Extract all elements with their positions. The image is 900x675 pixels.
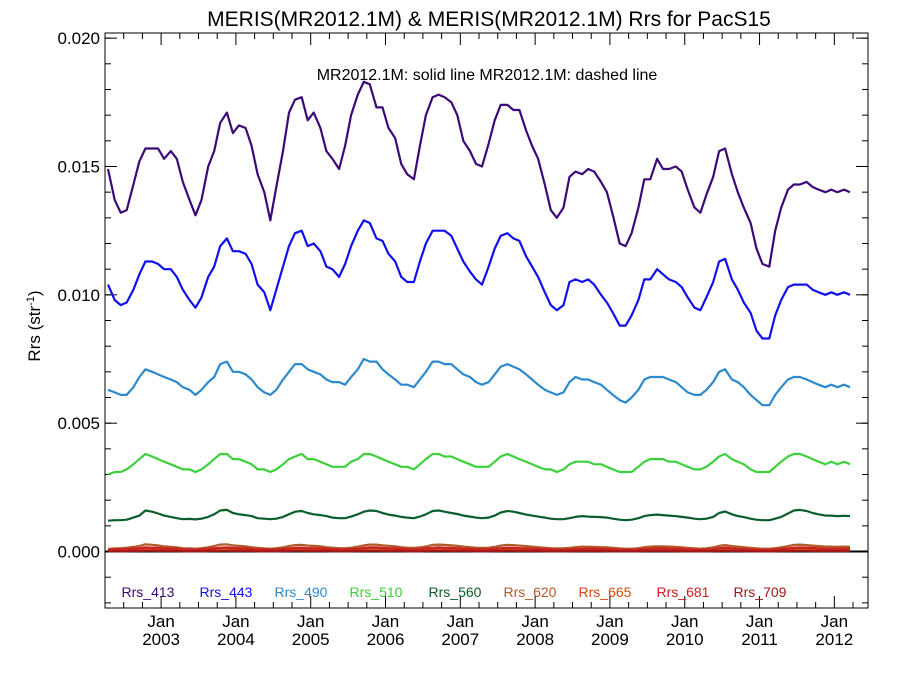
x-tick-label-year: 2010 [666, 630, 704, 649]
legend-entry: Rrs_413 [122, 584, 175, 600]
x-tick-label-year: 2006 [367, 630, 405, 649]
x-tick-label-month: Jan [821, 612, 848, 631]
x-tick-label-month: Jan [222, 612, 249, 631]
legend-entry: Rrs_681 [657, 584, 710, 600]
x-tick-label-month: Jan [372, 612, 399, 631]
y-axis-label: Rrs (str-1) [25, 290, 44, 361]
x-tick-label-year: 2012 [815, 630, 853, 649]
x-tick-label-month: Jan [671, 612, 698, 631]
y-axis-label-superscript: -1 [25, 296, 37, 306]
legend-entry: Rrs_510 [350, 584, 403, 600]
x-tick-label-month: Jan [521, 612, 548, 631]
x-tick-label-year: 2009 [591, 630, 629, 649]
plot-area: 0.0000.0050.0100.0150.020Jan2003Jan2004J… [57, 29, 869, 649]
y-axis-label-main: Rrs (str [25, 306, 44, 362]
y-tick-label: 0.005 [57, 414, 100, 433]
series-line-rrs-490 [107, 357, 851, 407]
x-tick-label-month: Jan [447, 612, 474, 631]
series-line-rrs-560 [107, 508, 851, 522]
x-tick-label-month: Jan [297, 612, 324, 631]
x-tick-label-month: Jan [596, 612, 623, 631]
x-tick-label-year: 2007 [441, 630, 479, 649]
x-tick-label-month: Jan [746, 612, 773, 631]
legend-entry: Rrs_560 [429, 584, 482, 600]
series-line-rrs-413 [106, 80, 851, 268]
legend-entry: Rrs_443 [200, 584, 253, 600]
line-style-annotation: MR2012.1M: solid line MR2012.1M: dashed … [317, 67, 658, 84]
y-tick-label: 0.010 [57, 286, 100, 305]
x-tick-label-year: 2005 [292, 630, 330, 649]
y-tick-label: 0.015 [57, 157, 100, 176]
x-tick-label-year: 2008 [516, 630, 554, 649]
series-line-rrs-510 [107, 452, 851, 476]
series-line-rrs-709 [108, 549, 850, 553]
legend-entry: Rrs_665 [579, 584, 632, 600]
chart-title: MERIS(MR2012.1M) & MERIS(MR2012.1M) Rrs … [207, 8, 771, 31]
x-tick-label-year: 2011 [741, 630, 778, 649]
series-line-rrs-443 [106, 219, 851, 340]
legend-entry: Rrs_490 [275, 584, 328, 600]
y-tick-label: 0.000 [57, 543, 100, 562]
x-tick-label-year: 2003 [142, 630, 180, 649]
y-axis-label-close: ) [25, 290, 44, 296]
legend-entry: Rrs_709 [734, 584, 787, 600]
legend: Rrs_413 Rrs_443 Rrs_490 Rrs_510 Rrs_560 Rrs_6… [122, 584, 787, 600]
x-tick-label-month: Jan [147, 612, 174, 631]
series-line-rrs-681 [107, 546, 850, 551]
x-tick-label-year: 2004 [217, 630, 255, 649]
series-line-rrs-620 [107, 543, 851, 551]
legend-entry: Rrs_620 [504, 584, 557, 600]
y-tick-label: 0.020 [57, 29, 100, 48]
